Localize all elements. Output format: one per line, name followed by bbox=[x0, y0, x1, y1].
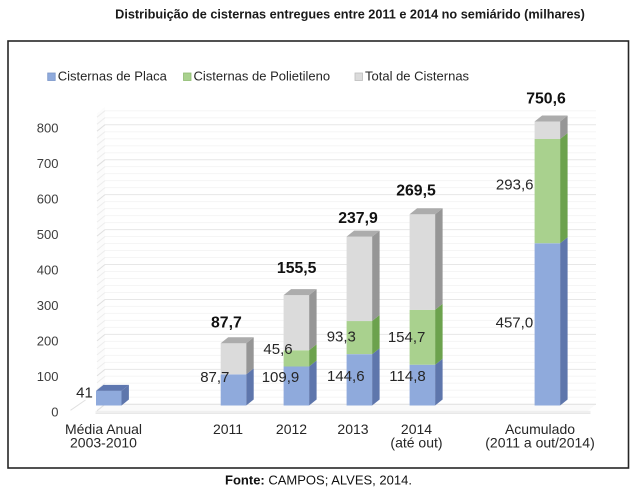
svg-text:2012: 2012 bbox=[276, 421, 307, 437]
svg-text:Cisternas de Polietileno: Cisternas de Polietileno bbox=[194, 69, 331, 84]
svg-text:457,0: 457,0 bbox=[496, 315, 534, 332]
svg-text:155,5: 155,5 bbox=[277, 260, 317, 277]
svg-text:2003-2010: 2003-2010 bbox=[70, 435, 137, 451]
svg-text:Cisternas de Placa: Cisternas de Placa bbox=[58, 69, 168, 84]
svg-text:109,9: 109,9 bbox=[262, 369, 300, 386]
svg-text:293,6: 293,6 bbox=[496, 176, 534, 193]
svg-text:750,6: 750,6 bbox=[526, 91, 566, 108]
svg-text:2011: 2011 bbox=[213, 421, 243, 437]
svg-text:500: 500 bbox=[37, 227, 59, 242]
svg-text:0: 0 bbox=[51, 404, 58, 419]
svg-text:Acumulado: Acumulado bbox=[505, 421, 575, 437]
svg-text:700: 700 bbox=[37, 156, 59, 171]
svg-text:Média Anual: Média Anual bbox=[65, 421, 142, 437]
svg-text:45,6: 45,6 bbox=[263, 341, 292, 358]
svg-text:Total de Cisternas: Total de Cisternas bbox=[365, 69, 470, 84]
svg-text:269,5: 269,5 bbox=[396, 182, 436, 199]
svg-text:600: 600 bbox=[37, 192, 59, 207]
svg-text:154,7: 154,7 bbox=[388, 329, 426, 346]
svg-text:400: 400 bbox=[37, 263, 59, 278]
svg-text:100: 100 bbox=[37, 369, 59, 384]
svg-text:87,7: 87,7 bbox=[200, 369, 229, 386]
svg-text:2014: 2014 bbox=[401, 421, 432, 437]
svg-text:Distribuição de cisternas entr: Distribuição de cisternas entregues entr… bbox=[115, 7, 585, 21]
svg-text:(2011 a out/2014): (2011 a out/2014) bbox=[485, 435, 595, 451]
svg-text:Fonte: CAMPOS; ALVES, 2014.: Fonte: CAMPOS; ALVES, 2014. bbox=[225, 473, 412, 488]
svg-text:237,9: 237,9 bbox=[338, 210, 378, 227]
svg-text:41: 41 bbox=[76, 384, 93, 401]
svg-text:114,8: 114,8 bbox=[389, 368, 425, 385]
svg-text:2013: 2013 bbox=[337, 421, 368, 437]
svg-text:200: 200 bbox=[37, 333, 59, 348]
svg-text:300: 300 bbox=[37, 298, 59, 313]
svg-text:87,7: 87,7 bbox=[211, 314, 242, 331]
svg-text:(até out): (até out) bbox=[390, 435, 442, 451]
svg-text:144,6: 144,6 bbox=[327, 368, 365, 385]
svg-text:93,3: 93,3 bbox=[327, 329, 356, 346]
svg-text:800: 800 bbox=[37, 121, 59, 136]
